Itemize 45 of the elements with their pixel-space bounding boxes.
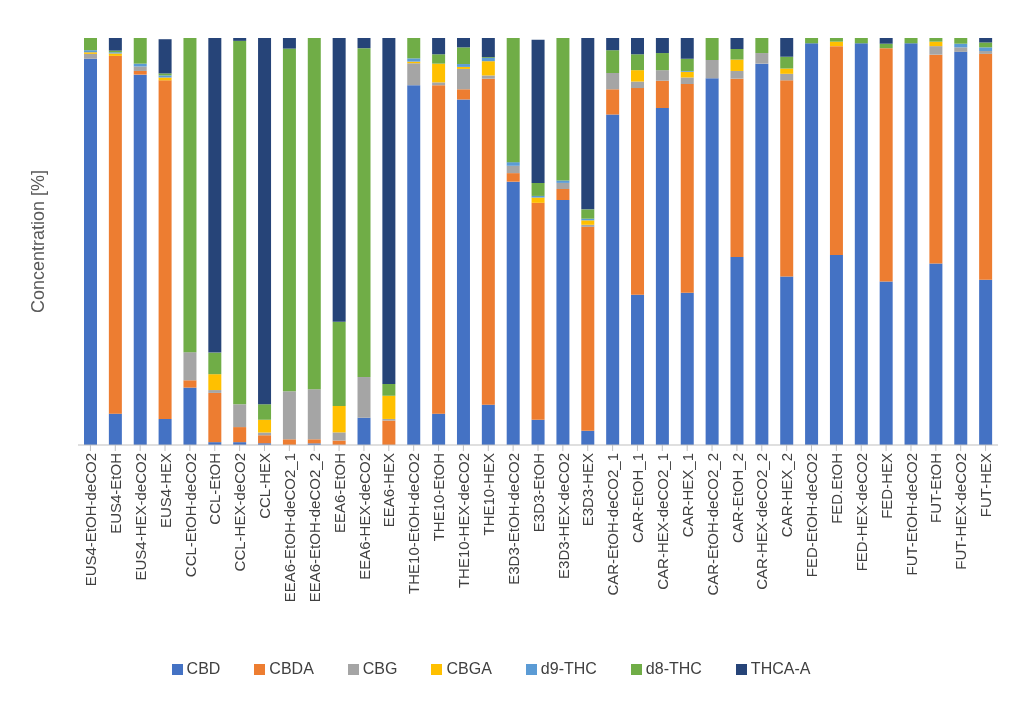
x-tick-label: E3D3-HEX-deCO2	[554, 453, 572, 579]
x-tick-label: CAR-EtOH-deCO2_1	[604, 453, 622, 596]
x-tick-label: FUT-HEX-deCO2	[952, 453, 970, 570]
x-tick-label: E3D3-EtOH-deCO2	[504, 453, 522, 585]
x-tick-label: THE10-HEX	[479, 453, 497, 536]
x-tick-label: THE10-EtOH-deCO2	[405, 453, 423, 594]
y-axis-title: Concentration [%]	[28, 169, 49, 314]
x-tick-label: CAR-HEX_2	[778, 453, 796, 538]
x-tick-label: E3D3-HEX	[579, 453, 597, 527]
x-tick-label: CCL-HEX	[256, 453, 274, 519]
x-tick-label: THE10-EtOH	[430, 453, 448, 542]
x-tick-label: FED-EtOH-deCO2	[803, 453, 821, 578]
legend-label: CBD	[186, 660, 221, 677]
x-tick-label: CAR-EtOH-deCO2_2	[703, 453, 721, 596]
x-tick-label: EEA6-HEX-deCO2	[355, 453, 373, 580]
x-tick-label: EUS4-HEX-deCO2	[131, 453, 149, 581]
x-tick-label: CCL-HEX-deCO2	[231, 453, 249, 572]
legend-label: CBDA	[269, 660, 314, 677]
x-tick-label: EEA6-EtOH-deCO2_2	[305, 453, 323, 603]
x-tick-label: EEA6-EtOH-deCO2_1	[281, 453, 298, 603]
legend-label: d9-THC	[540, 660, 597, 677]
x-tick-label: CAR-EtOH_1	[629, 453, 647, 544]
legend-label: CBGA	[446, 660, 492, 677]
x-tick-label: FUT-EtOH-deCO2	[902, 453, 920, 576]
x-tick-label: THE10-HEX-deCO2	[455, 453, 473, 589]
x-tick-label: FED-HEX-deCO2	[852, 453, 870, 572]
x-tick-label: EUS4-HEX	[156, 453, 174, 529]
x-tick-label: CCL-EtOH	[206, 453, 224, 525]
x-tick-label: CAR-EtOH_2	[728, 453, 746, 544]
x-tick-label: EUS4-EtOH-deCO2	[82, 453, 100, 587]
x-tick-label: CCL-EtOH-deCO2	[181, 453, 199, 578]
x-tick-label: CAR-HEX-deCO2_2	[753, 453, 771, 590]
legend-label: THCA-A	[750, 660, 811, 677]
x-tick-label: CAR-HEX_1	[678, 453, 696, 538]
x-tick-label: FUT-EtOH	[927, 453, 945, 523]
x-tick-label: EEA6-HEX	[380, 453, 398, 528]
x-tick-label: EUS4-EtOH	[106, 453, 124, 534]
legend-label: CBG	[362, 660, 398, 677]
x-tick-label: CAR-HEX-deCO2_1	[653, 453, 671, 590]
x-tick-label: E3D3-EtOH	[529, 453, 547, 533]
legend-label: d8-THC	[645, 660, 702, 677]
x-tick-label: EEA6-EtOH	[330, 453, 348, 534]
x-tick-label: FED-HEX	[877, 453, 895, 519]
x-tick-label: FED.EtOH	[828, 453, 846, 524]
x-tick-label: FUT-HEX	[977, 453, 995, 518]
